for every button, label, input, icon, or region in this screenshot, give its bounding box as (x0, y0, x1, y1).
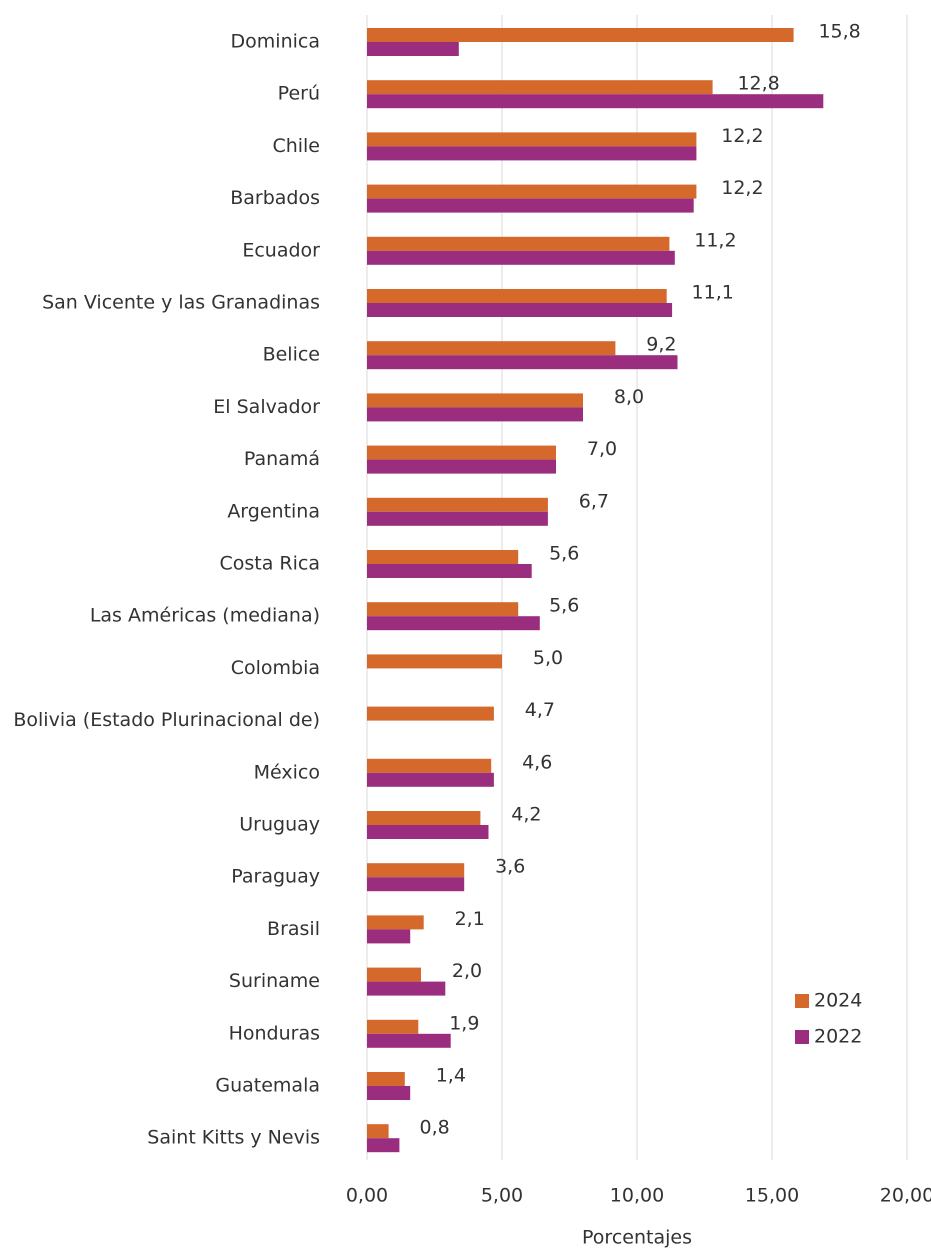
data-label: 12,2 (721, 177, 763, 199)
bar (367, 967, 421, 982)
data-label: 4,7 (525, 699, 555, 721)
bar (367, 550, 519, 564)
bar (367, 341, 616, 356)
bar (367, 407, 583, 422)
bar (367, 94, 824, 109)
x-tick-label: 5,00 (481, 1185, 523, 1207)
y-tick-label: Ecuador (242, 239, 320, 261)
data-label: 9,2 (646, 334, 676, 356)
data-label: 5,0 (533, 647, 563, 669)
y-tick-label: San Vicente y las Granadinas (42, 292, 320, 314)
bar (367, 1019, 419, 1034)
y-tick-label: Belice (263, 344, 320, 366)
bar (367, 1138, 400, 1153)
legend-label: 2022 (814, 1026, 862, 1048)
bar (367, 80, 713, 95)
bar (367, 198, 694, 213)
y-tick-label: Colombia (231, 657, 320, 679)
x-axis-label: Porcentajes (582, 1227, 692, 1249)
y-tick-label: Suriname (229, 970, 320, 992)
x-tick-label: 20,00 (880, 1185, 931, 1207)
bar (367, 250, 675, 265)
bar (367, 825, 489, 839)
data-label: 6,7 (579, 490, 609, 512)
bar (367, 981, 446, 996)
bar (367, 758, 492, 773)
bar (367, 42, 459, 56)
y-tick-label: Paraguay (231, 866, 320, 888)
bar (367, 393, 583, 408)
data-label: 1,4 (436, 1065, 466, 1087)
data-label: 0,8 (419, 1117, 449, 1139)
y-tick-label: Costa Rica (220, 553, 321, 575)
y-tick-label: Uruguay (239, 814, 320, 836)
bar (367, 236, 670, 251)
data-label: 2,1 (455, 908, 485, 930)
y-tick-label: Guatemala (215, 1075, 320, 1097)
bar (367, 877, 465, 892)
bar (367, 1086, 411, 1100)
y-tick-label: Argentina (227, 500, 320, 522)
y-tick-label: El Salvador (213, 396, 320, 418)
bar (367, 1124, 389, 1139)
data-label: 1,9 (449, 1012, 479, 1034)
bar (367, 564, 532, 578)
y-tick-label: Saint Kitts y Nevis (147, 1127, 320, 1149)
bar (367, 132, 697, 147)
y-tick-label: Honduras (229, 1022, 320, 1044)
bar (367, 706, 494, 721)
bar (367, 146, 697, 161)
bar (367, 184, 697, 199)
legend-swatch (795, 1030, 809, 1044)
y-tick-label: Panamá (244, 448, 320, 470)
data-label: 12,8 (737, 73, 779, 95)
data-label: 4,2 (511, 804, 541, 826)
bar (367, 616, 540, 631)
x-tick-label: 10,00 (610, 1185, 664, 1207)
bar (367, 511, 548, 526)
data-label: 2,0 (452, 960, 482, 982)
data-label: 8,0 (614, 386, 644, 408)
bar (367, 811, 481, 825)
bar (367, 497, 548, 512)
y-tick-label: Brasil (267, 918, 320, 940)
data-label: 7,0 (587, 438, 617, 460)
y-tick-label: Barbados (230, 187, 320, 209)
y-tick-label: Chile (272, 135, 320, 157)
y-tick-label: Perú (278, 83, 320, 105)
x-tick-label: 0,00 (346, 1185, 388, 1207)
legend-swatch (795, 994, 809, 1008)
data-label: 5,6 (549, 543, 579, 565)
data-label: 11,1 (692, 282, 734, 304)
bar (367, 1072, 405, 1086)
y-tick-label: México (254, 761, 320, 783)
bar (367, 355, 678, 370)
data-label: 3,6 (495, 856, 525, 878)
bar (367, 28, 794, 42)
bar (367, 459, 556, 474)
data-label: 11,2 (694, 229, 736, 251)
bar (367, 772, 494, 787)
data-label: 5,6 (549, 595, 579, 617)
bar (367, 1033, 451, 1048)
bar (367, 445, 556, 460)
bar (367, 654, 502, 669)
y-tick-label: Bolivia (Estado Plurinacional de) (13, 709, 320, 731)
bar (367, 602, 519, 617)
bar (367, 303, 673, 317)
data-label: 4,6 (522, 751, 552, 773)
bar (367, 929, 411, 944)
y-tick-label: Dominica (231, 31, 320, 53)
bar (367, 915, 424, 930)
bar (367, 863, 465, 878)
data-label: 12,2 (721, 125, 763, 147)
x-tick-label: 15,00 (745, 1185, 799, 1207)
y-tick-label: Las Américas (mediana) (90, 605, 320, 627)
bar (367, 289, 667, 303)
legend-label: 2024 (814, 990, 862, 1012)
data-label: 15,8 (818, 21, 860, 43)
